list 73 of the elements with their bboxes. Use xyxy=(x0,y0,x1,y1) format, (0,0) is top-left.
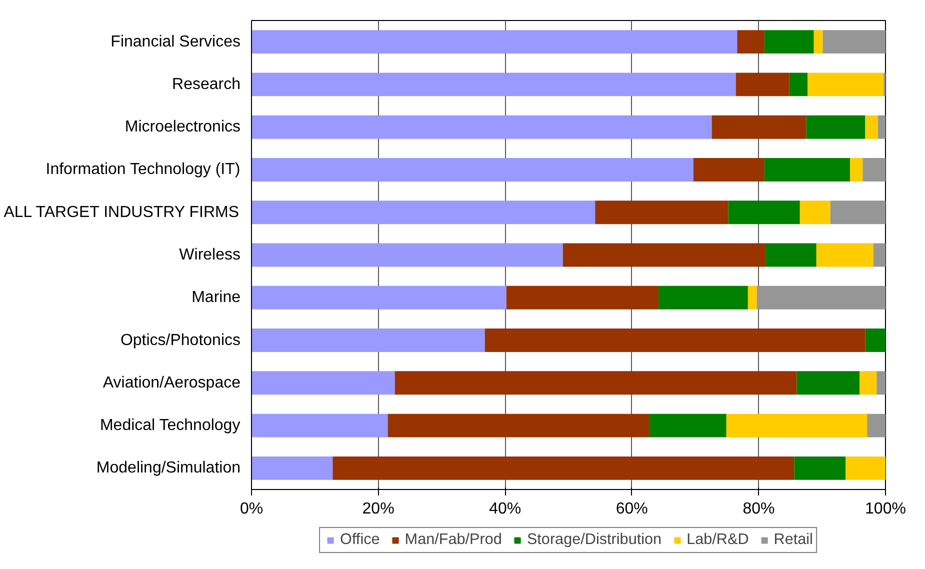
bar xyxy=(332,456,794,480)
bar xyxy=(562,243,766,267)
bar xyxy=(484,328,866,352)
bar xyxy=(737,30,764,54)
bar xyxy=(765,243,816,267)
bar xyxy=(658,286,748,310)
x-tick-label: 60% xyxy=(616,500,648,518)
bar xyxy=(712,115,806,139)
bar xyxy=(850,158,863,182)
bar xyxy=(388,414,650,438)
bar xyxy=(822,30,886,54)
y-tick-label: Modeling/Simulation xyxy=(96,460,240,477)
bar xyxy=(806,115,866,139)
bar xyxy=(800,200,830,224)
bar xyxy=(756,286,886,310)
y-tick-label: Medical Technology xyxy=(100,417,240,434)
bar xyxy=(764,30,814,54)
bar xyxy=(252,371,395,395)
bar xyxy=(252,243,563,267)
bar xyxy=(830,200,886,224)
bar xyxy=(876,371,886,395)
bar xyxy=(764,158,850,182)
y-tick-label: Information Technology (IT) xyxy=(46,161,240,178)
x-tick-label: 0% xyxy=(240,500,264,518)
bar xyxy=(252,158,694,182)
bar xyxy=(252,328,485,352)
legend-label: Man/Fab/Prod xyxy=(404,531,502,549)
bar xyxy=(252,286,506,310)
bar xyxy=(649,414,726,438)
bar xyxy=(808,72,884,96)
x-tick-label: 40% xyxy=(489,500,522,518)
bar xyxy=(865,115,878,139)
bar xyxy=(846,456,886,480)
bar xyxy=(814,30,823,54)
bar xyxy=(816,243,874,267)
legend-label: Lab/R&D xyxy=(686,531,749,549)
x-tick-label: 100% xyxy=(865,500,906,518)
bar xyxy=(595,200,728,224)
bar xyxy=(794,456,846,480)
y-tick-label: ALL TARGET INDUSTRY FIRMS xyxy=(4,204,240,221)
bar xyxy=(736,72,790,96)
bar xyxy=(796,371,860,395)
legend-label: Office xyxy=(340,531,380,549)
bar xyxy=(873,243,886,267)
bar xyxy=(865,328,886,352)
bar xyxy=(862,158,886,182)
bar xyxy=(252,456,333,480)
x-tick-label: 20% xyxy=(362,500,394,518)
y-tick-label: Aviation/Aerospace xyxy=(102,374,241,392)
bar xyxy=(394,371,797,395)
bar xyxy=(867,414,886,438)
legend-label: Storage/Distribution xyxy=(526,531,662,549)
y-tick-label: Wireless xyxy=(179,246,241,264)
y-tick-label: Research xyxy=(172,76,241,93)
bar xyxy=(252,200,596,224)
bar xyxy=(748,286,757,310)
bar xyxy=(693,158,764,182)
bar xyxy=(252,115,712,139)
y-tick-label: Microelectronics xyxy=(124,118,241,136)
y-tick-label: Financial Services xyxy=(110,33,240,50)
bar xyxy=(878,115,886,139)
bar xyxy=(726,414,868,438)
bar xyxy=(252,72,736,96)
bar xyxy=(252,30,738,54)
y-tick-label: Marine xyxy=(192,289,241,306)
bar xyxy=(860,371,877,395)
x-tick-label: 80% xyxy=(742,500,775,518)
y-tick-label: Optics/Photonics xyxy=(120,332,241,349)
bar xyxy=(789,72,808,96)
bar xyxy=(252,414,388,438)
bar xyxy=(728,200,800,224)
bar xyxy=(506,286,659,310)
legend-label: Retail xyxy=(774,531,813,549)
